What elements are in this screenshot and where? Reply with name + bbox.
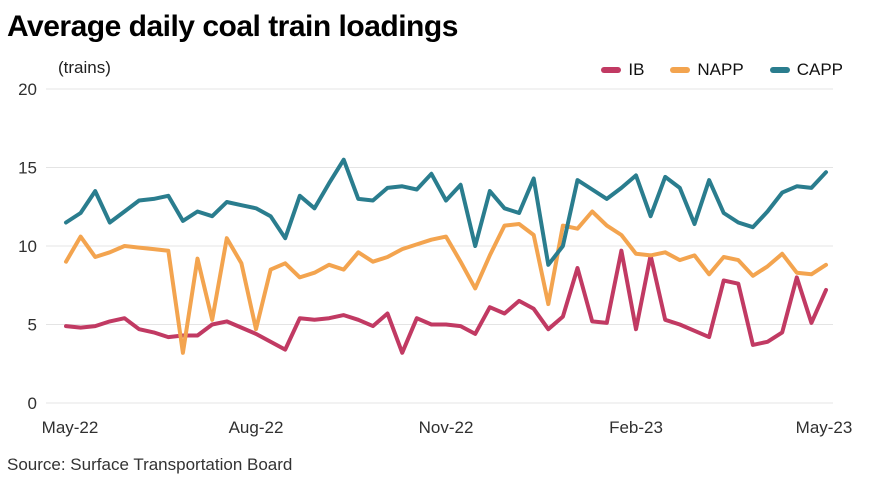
x-tick-may-23: May-23 [796,418,853,437]
legend-swatch-ib [601,67,622,73]
legend-swatch-napp [670,67,691,73]
legend-label-napp: NAPP [697,60,744,79]
x-tick-may-22: May-22 [42,418,99,437]
series-lines [64,157,828,355]
y-tick-10: 10 [18,237,37,256]
series-line-ib [64,248,828,355]
legend-swatch-capp [769,67,790,73]
y-tick-15: 15 [18,159,37,178]
x-tick-aug-22: Aug-22 [229,418,284,437]
y-axis-unit-label: (trains) [58,58,111,77]
y-tick-20: 20 [18,80,37,99]
series-line-capp [64,157,828,267]
y-tick-0: 0 [28,394,37,413]
chart-legend: IB NAPP CAPP [601,60,843,80]
y-tick-5: 5 [28,316,37,335]
legend-item-napp: NAPP [670,60,744,80]
gridlines [46,88,833,404]
x-tick-nov-22: Nov-22 [419,418,474,437]
page-title: Average daily coal train loadings [7,10,458,43]
legend-item-capp: CAPP [769,60,843,80]
x-tick-feb-23: Feb-23 [609,418,663,437]
source-note: Source: Surface Transportation Board [7,455,293,474]
x-axis-ticks: May-22 Aug-22 Nov-22 Feb-23 May-23 [42,418,853,437]
series-line-napp [64,209,828,355]
legend-label-ib: IB [628,60,645,79]
y-axis-ticks: 20 15 10 5 0 [18,80,37,413]
legend-item-ib: IB [601,60,644,80]
legend-label-capp: CAPP [796,60,843,79]
